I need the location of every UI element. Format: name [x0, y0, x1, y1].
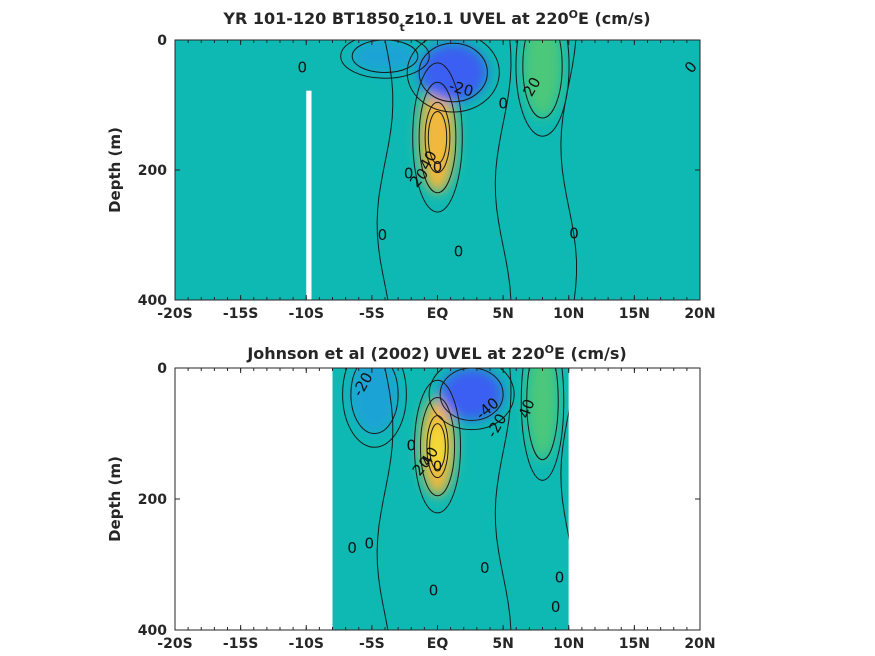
- contour-label: 0: [298, 58, 308, 76]
- contour-line: [419, 396, 456, 497]
- x-tick-label: 10N: [553, 306, 584, 322]
- contour-line: [428, 368, 515, 431]
- x-tick-label: -10S: [289, 636, 324, 652]
- x-tick-label: 5N: [492, 306, 513, 322]
- contour-label: 0: [569, 225, 579, 243]
- x-tick-label: -5S: [359, 636, 385, 652]
- contour-label: 0: [347, 539, 357, 557]
- y-tick-label: 400: [138, 623, 167, 639]
- contour-label: 0: [480, 559, 490, 577]
- contour-line: [427, 111, 448, 164]
- bottom-plot-area: [175, 368, 700, 630]
- contour-label: 0: [555, 569, 565, 587]
- x-tick-label: 15N: [619, 636, 650, 652]
- contour-label: 0: [498, 95, 508, 113]
- x-tick-label: -15S: [223, 306, 258, 322]
- no-data-right: [568, 368, 700, 630]
- velocity-blob: [522, 40, 563, 118]
- velocity-blob: [352, 40, 418, 73]
- x-tick-label: -15S: [223, 636, 258, 652]
- contour-line: [406, 40, 500, 113]
- contour-label: 0: [433, 158, 443, 176]
- contour-line: [429, 423, 446, 471]
- top-title: YR 101-120 BT1850tz10.1 UVEL at 220OE (c…: [222, 8, 650, 34]
- contour-label: 0: [429, 582, 439, 600]
- x-tick-label: EQ: [427, 306, 449, 322]
- velocity-blob: [526, 368, 559, 460]
- contour-line: [351, 40, 419, 73]
- contour-line: [424, 101, 451, 174]
- contour-line: [340, 40, 430, 79]
- velocity-blob: [429, 423, 446, 470]
- y-tick-label: 0: [157, 33, 167, 49]
- x-tick-label: 10N: [553, 636, 584, 652]
- no-data-left: [175, 368, 333, 630]
- x-tick-label: -10S: [289, 306, 324, 322]
- velocity-blob: [350, 368, 399, 434]
- contour-line: [418, 42, 488, 103]
- zero-contour: [494, 40, 512, 300]
- contour-line: [520, 368, 565, 481]
- contour-line: [418, 81, 457, 194]
- zero-contour: [560, 40, 577, 300]
- x-tick-label: 20N: [684, 636, 715, 652]
- contour-label: 0: [454, 242, 464, 260]
- velocity-blob: [419, 43, 488, 102]
- y-tick-label: 0: [157, 361, 167, 377]
- zero-contour: [376, 40, 394, 300]
- x-tick-label: -5S: [359, 306, 385, 322]
- contour-line: [439, 368, 504, 421]
- zero-contour: [494, 368, 512, 630]
- x-tick-label: EQ: [427, 636, 449, 652]
- contour-label: 0: [433, 457, 443, 475]
- bottom-ylabel: Depth (m): [106, 456, 124, 542]
- top-ylabel: Depth (m): [106, 127, 124, 213]
- velocity-blob: [428, 111, 447, 164]
- x-tick-label: 5N: [492, 636, 513, 652]
- contour-label: 40: [515, 397, 538, 421]
- contour-line: [515, 40, 570, 137]
- panel-top: YR 101-120 BT1850tz10.1 UVEL at 220OE (c…: [106, 8, 716, 323]
- velocity-field: [352, 40, 563, 193]
- top-ticks: -20S -15S -10S -5S EQ 5N 10N 15N 20N 0 200 400: [138, 33, 716, 322]
- y-tick-label: 200: [138, 163, 167, 179]
- contour-line: [350, 368, 399, 434]
- contour-label: 0: [551, 598, 561, 616]
- bottom-title: Johnson et al (2002) UVEL at 220OE (cm/s…: [246, 343, 626, 364]
- top-plot-area: [175, 40, 700, 300]
- data-gap: [306, 90, 312, 300]
- contour-line: [526, 368, 559, 461]
- contour-label: 0: [364, 535, 374, 553]
- contour-label: 0: [404, 164, 414, 182]
- y-tick-label: 200: [138, 492, 167, 508]
- x-tick-label: -20S: [157, 306, 192, 322]
- contour-line: [413, 379, 462, 514]
- x-tick-label: 15N: [619, 306, 650, 322]
- contour-line: [412, 62, 463, 213]
- contour-label: 0: [406, 436, 416, 454]
- contour-label: 0: [378, 226, 388, 244]
- zero-contour: [376, 368, 394, 630]
- contour-line: [522, 40, 563, 119]
- contour-label: -20: [447, 77, 475, 101]
- x-tick-label: -20S: [157, 636, 192, 652]
- x-tick-label: 20N: [684, 306, 715, 322]
- y-tick-label: 400: [138, 293, 167, 309]
- contour-line: [342, 368, 407, 448]
- panel-bottom: Johnson et al (2002) UVEL at 220OE (cm/s…: [106, 343, 716, 653]
